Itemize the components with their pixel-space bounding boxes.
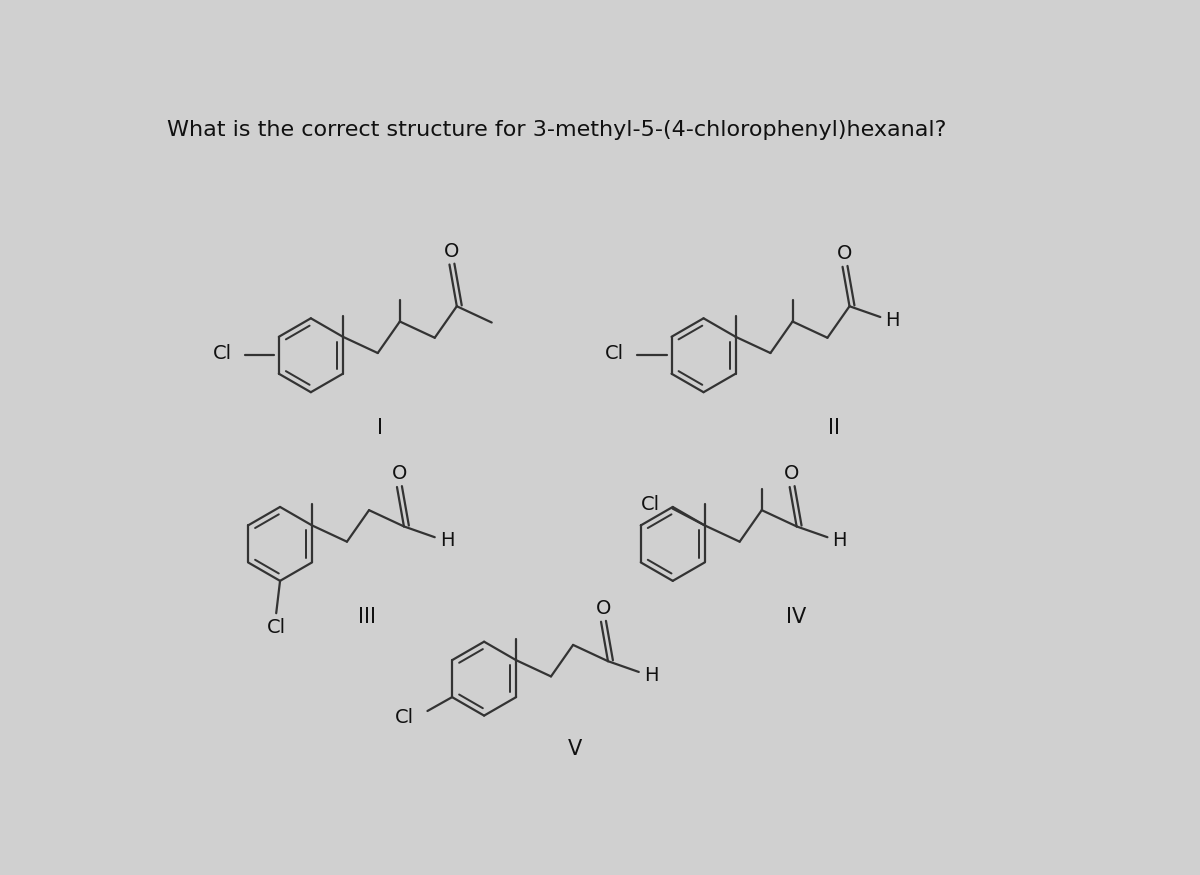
Text: H: H bbox=[833, 531, 847, 550]
Text: O: O bbox=[391, 465, 407, 483]
Text: What is the correct structure for 3-methyl-5-(4-chlorophenyl)hexanal?: What is the correct structure for 3-meth… bbox=[167, 121, 947, 140]
Text: V: V bbox=[568, 739, 582, 760]
Text: III: III bbox=[358, 607, 376, 627]
Text: O: O bbox=[785, 465, 799, 483]
Text: O: O bbox=[444, 242, 460, 261]
Text: H: H bbox=[886, 311, 900, 330]
Text: O: O bbox=[838, 244, 852, 263]
Text: II: II bbox=[828, 418, 840, 438]
Text: Cl: Cl bbox=[395, 708, 414, 726]
Text: H: H bbox=[439, 531, 455, 550]
Text: IV: IV bbox=[786, 607, 806, 627]
Text: O: O bbox=[595, 599, 611, 618]
Text: Cl: Cl bbox=[212, 344, 232, 363]
Text: Cl: Cl bbox=[266, 618, 286, 636]
Text: Cl: Cl bbox=[641, 495, 660, 514]
Text: H: H bbox=[644, 666, 659, 684]
Text: Cl: Cl bbox=[605, 344, 624, 363]
Text: I: I bbox=[377, 418, 383, 438]
